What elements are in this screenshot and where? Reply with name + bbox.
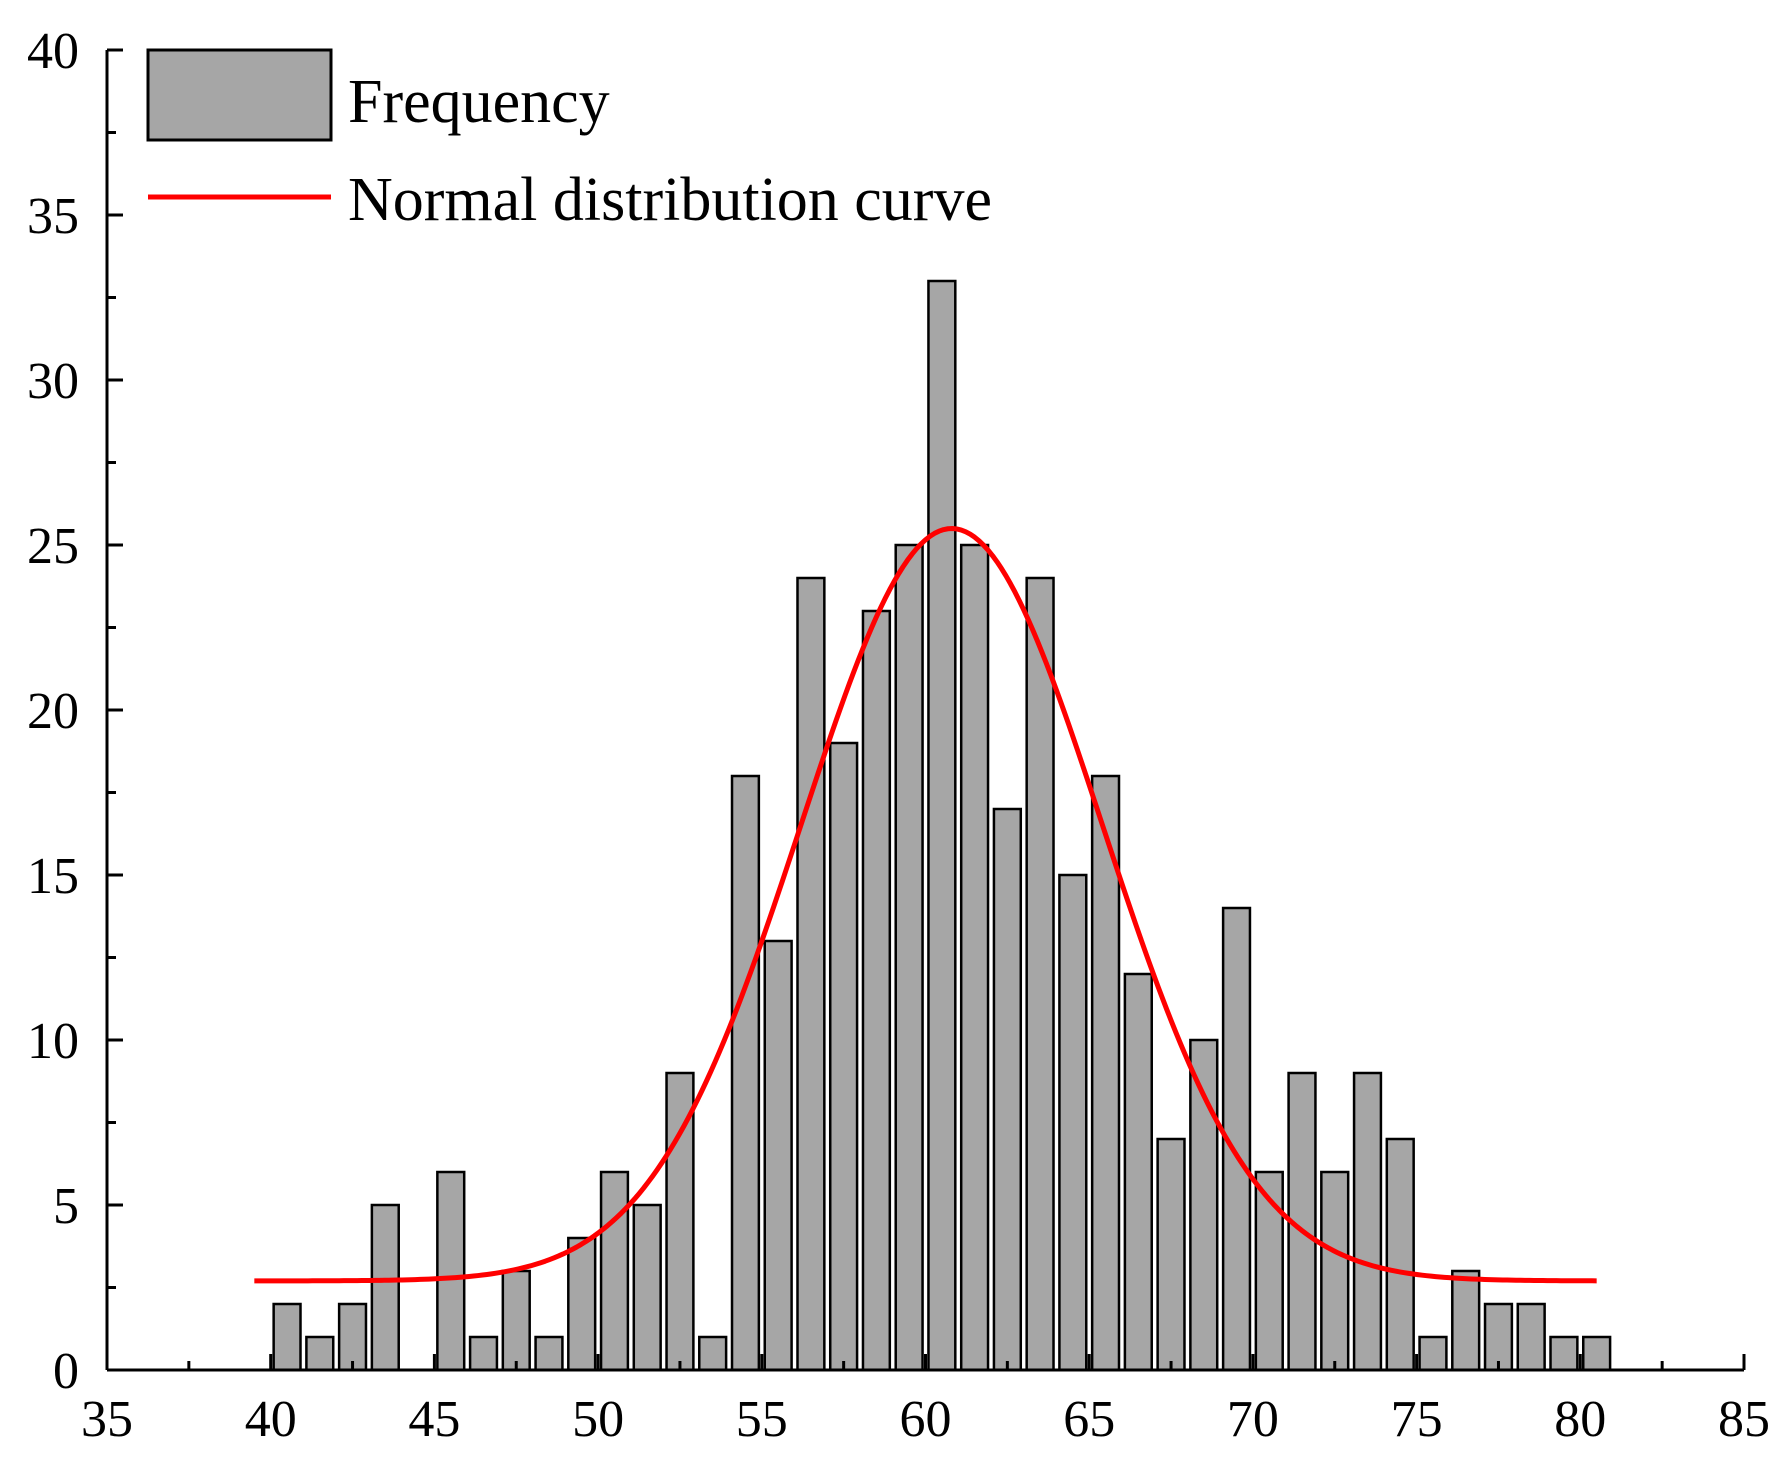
y-tick-label: 0: [53, 1343, 79, 1400]
x-tick-label: 80: [1554, 1391, 1606, 1448]
bar: [534, 1335, 564, 1372]
curve-layer: [254, 526, 1597, 1284]
bar: [1123, 972, 1153, 1372]
y-tick-label: 30: [27, 353, 79, 410]
y-tick-label: 5: [53, 1178, 79, 1235]
bar: [927, 279, 957, 1372]
bar: [1582, 1335, 1612, 1372]
x-tick-label: 60: [900, 1391, 952, 1448]
y-tick-label: 10: [27, 1013, 79, 1070]
bar: [1549, 1335, 1579, 1372]
x-tick-label: 65: [1063, 1391, 1115, 1448]
legend-label-normal-curve: Normal distribution curve: [348, 166, 992, 234]
bar: [1451, 1269, 1481, 1372]
bar: [1254, 1170, 1284, 1372]
bar: [567, 1236, 597, 1372]
bar: [305, 1335, 335, 1372]
y-tick-label: 25: [27, 518, 79, 575]
bar: [468, 1335, 499, 1372]
bar: [436, 1170, 466, 1372]
bar: [894, 543, 924, 1372]
x-tick-label: 45: [408, 1391, 460, 1448]
bar: [1058, 873, 1088, 1372]
y-tick-label: 20: [27, 683, 79, 740]
bar: [632, 1203, 662, 1372]
x-tick-label: 85: [1718, 1391, 1770, 1448]
bar: [1025, 576, 1055, 1372]
bar: [763, 939, 793, 1372]
x-tick-label: 35: [81, 1391, 133, 1448]
y-tick-label: 40: [27, 23, 79, 80]
bar: [1320, 1170, 1350, 1372]
bar: [1516, 1302, 1546, 1372]
legend-swatch-frequency: [146, 48, 333, 142]
bar: [1156, 1137, 1186, 1372]
bar: [992, 807, 1023, 1372]
y-tick-label: 35: [27, 188, 79, 245]
bar: [1352, 1071, 1383, 1372]
bar: [828, 741, 859, 1372]
bar: [1483, 1302, 1514, 1372]
bar: [370, 1203, 400, 1372]
x-tick-label: 40: [245, 1391, 297, 1448]
bar: [599, 1170, 630, 1372]
legend-label-frequency: Frequency: [348, 68, 610, 136]
bar: [959, 543, 990, 1372]
y-tick-label: 15: [27, 848, 79, 905]
axes-layer: 35 40 45 50 55 60 65 70 75 80 85 0 5 10 15 20 25 30 35 40: [27, 23, 1770, 1448]
bar: [501, 1269, 531, 1372]
x-tick-label: 75: [1391, 1391, 1443, 1448]
bar: [698, 1335, 728, 1372]
legend: Frequency Normal distribution curve: [146, 48, 992, 234]
x-tick-label: 70: [1227, 1391, 1279, 1448]
bar: [730, 774, 761, 1372]
bars-layer: [272, 279, 1612, 1372]
bar: [861, 609, 892, 1372]
bar: [1189, 1038, 1219, 1372]
bar: [272, 1302, 302, 1372]
x-tick-label: 55: [736, 1391, 788, 1448]
bar: [796, 576, 826, 1372]
bar: [1385, 1137, 1415, 1372]
x-tick-label: 50: [572, 1391, 624, 1448]
bar: [1418, 1335, 1448, 1372]
normal-distribution-curve: [254, 526, 1597, 1284]
bar: [337, 1302, 368, 1372]
